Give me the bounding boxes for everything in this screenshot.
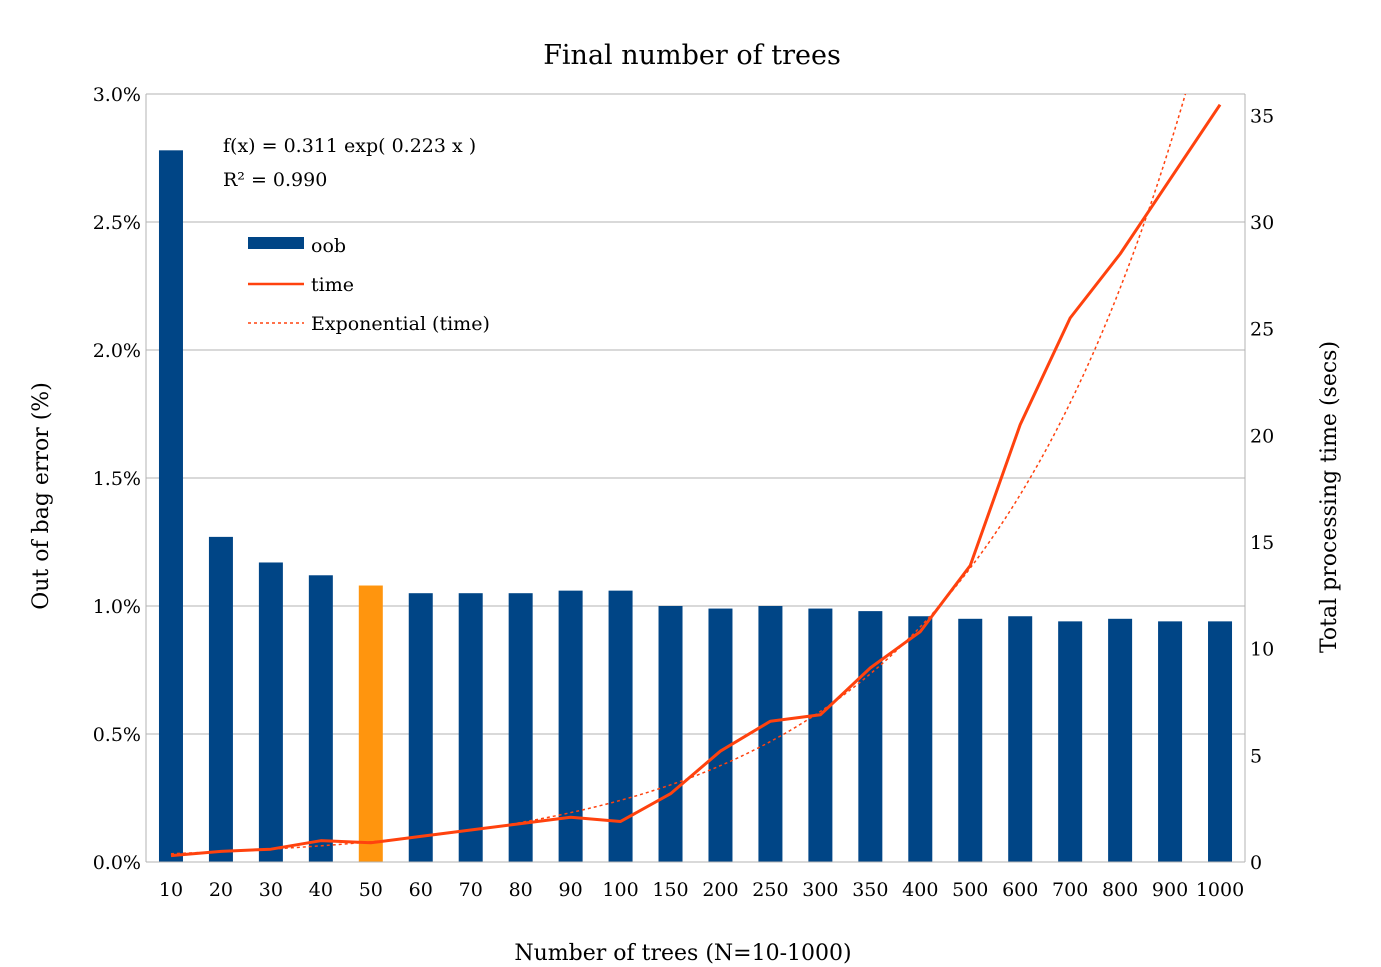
x-tick-label: 700 <box>1052 879 1088 901</box>
x-tick-label: 20 <box>209 879 233 901</box>
oob-bar-80 <box>508 593 533 862</box>
legend-label-oob: oob <box>311 235 346 257</box>
oob-bar-400 <box>908 616 933 862</box>
x-tick-label: 350 <box>852 879 888 901</box>
oob-bar-500 <box>958 618 983 862</box>
x-tick-label: 100 <box>602 879 638 901</box>
time-line <box>170 103 1222 858</box>
oob-bar-150 <box>658 606 683 862</box>
x-tick-labels: 10 20 30 40 50 60 70 80 90 100 150 200 250 300 350 400 5… <box>159 879 1244 901</box>
trendline-r-squared: R² = 0.990 <box>223 169 327 191</box>
y2-axis-title: Total processing time (secs) <box>1317 341 1342 653</box>
x-tick-label: 200 <box>702 879 738 901</box>
legend: oob time Exponential (time) <box>248 235 490 335</box>
y-tick-label: 1.0% <box>93 596 141 618</box>
x-tick-label: 800 <box>1102 879 1138 901</box>
x-tick-label: 10 <box>159 879 183 901</box>
y-axis-title: Out of bag error (%) <box>29 382 54 610</box>
oob-bar-40 <box>308 575 333 862</box>
axes <box>145 94 1246 863</box>
oob-bar-350 <box>858 611 883 862</box>
y2-tick-label: 25 <box>1250 319 1274 341</box>
x-tick-label: 60 <box>409 879 433 901</box>
exponential-trendline <box>170 94 1187 855</box>
x-tick-label: 600 <box>1002 879 1038 901</box>
oob-bar-200 <box>708 608 733 862</box>
y-tick-labels: 0.0% 0.5% 1.0% 1.5% 2.0% 2.5% 3.0% <box>93 84 141 874</box>
y2-tick-label: 15 <box>1250 532 1274 554</box>
y2-tick-label: 10 <box>1250 639 1274 661</box>
y2-tick-label: 5 <box>1250 745 1262 767</box>
y-tick-label: 1.5% <box>93 468 141 490</box>
oob-bar-1000 <box>1208 621 1233 862</box>
oob-bar-10 <box>158 150 183 862</box>
x-tick-label: 500 <box>952 879 988 901</box>
y2-tick-label: 0 <box>1250 852 1262 874</box>
oob-bar-50 <box>358 585 383 862</box>
legend-label-exponential: Exponential (time) <box>311 313 490 335</box>
y-tick-label: 0.0% <box>93 852 141 874</box>
x-tick-label: 90 <box>559 879 583 901</box>
y2-tick-label: 35 <box>1250 105 1274 127</box>
trendline-equation: f(x) = 0.311 exp( 0.223 x ) <box>223 135 476 157</box>
oob-bars <box>158 150 1233 862</box>
x-tick-label: 30 <box>259 879 283 901</box>
x-tick-label: 80 <box>509 879 533 901</box>
oob-bar-700 <box>1058 621 1083 862</box>
oob-bar-600 <box>1008 616 1033 862</box>
x-tick-label: 1000 <box>1196 879 1244 901</box>
oob-bar-900 <box>1158 621 1183 862</box>
y2-tick-label: 30 <box>1250 212 1274 234</box>
oob-bar-250 <box>758 606 783 862</box>
exponential-trend-curve <box>170 94 1187 855</box>
x-tick-label: 150 <box>652 879 688 901</box>
x-tick-label: 300 <box>802 879 838 901</box>
x-tick-label: 70 <box>459 879 483 901</box>
chart-title: Final number of trees <box>543 40 841 71</box>
x-tick-label: 400 <box>902 879 938 901</box>
y2-tick-label: 20 <box>1250 425 1274 447</box>
oob-bar-20 <box>208 536 233 862</box>
oob-bar-800 <box>1108 618 1133 862</box>
x-tick-label: 900 <box>1152 879 1188 901</box>
oob-bar-70 <box>458 593 483 862</box>
time-series-line <box>170 103 1222 858</box>
y-tick-label: 2.0% <box>93 340 141 362</box>
oob-bar-60 <box>408 593 433 862</box>
y-tick-label: 3.0% <box>93 84 141 106</box>
legend-label-time: time <box>311 274 354 296</box>
x-axis-title: Number of trees (N=10-1000) <box>514 941 851 966</box>
y-tick-label: 2.5% <box>93 212 141 234</box>
y-tick-label: 0.5% <box>93 724 141 746</box>
x-tick-label: 50 <box>359 879 383 901</box>
oob-bar-300 <box>808 608 833 862</box>
legend-swatch-oob <box>248 237 304 249</box>
oob-bar-90 <box>558 590 583 862</box>
x-tick-label: 250 <box>752 879 788 901</box>
oob-bar-30 <box>258 562 283 862</box>
x-tick-label: 40 <box>309 879 333 901</box>
y2-tick-labels: 0 5 10 15 20 25 30 35 <box>1250 105 1274 874</box>
